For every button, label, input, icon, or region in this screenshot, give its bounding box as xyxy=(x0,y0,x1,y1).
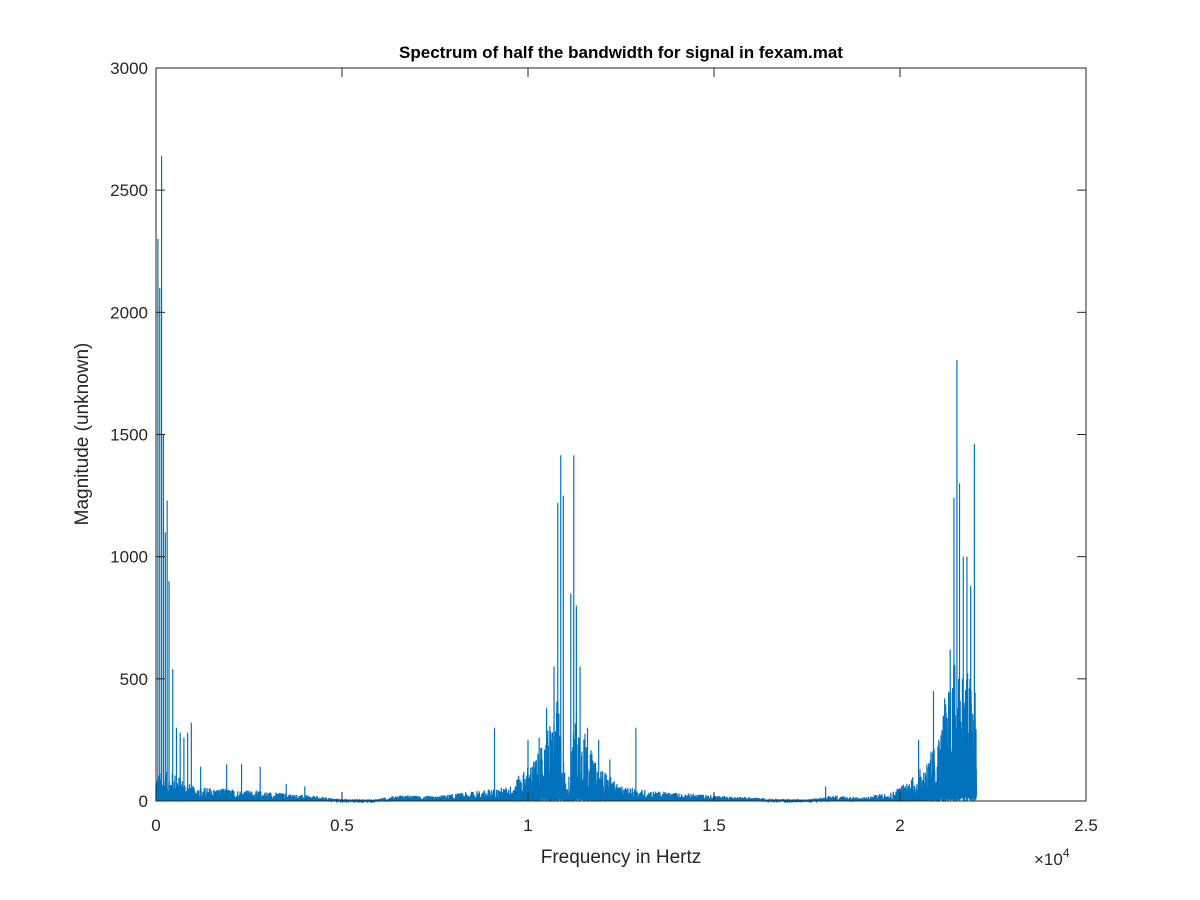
x-tick-label: 2 xyxy=(895,816,904,835)
x-tick-label: 1 xyxy=(523,816,532,835)
chart-title: Spectrum of half the bandwidth for signa… xyxy=(399,43,843,62)
x-tick-label: 2.5 xyxy=(1074,816,1098,835)
series-spectrum xyxy=(155,155,977,804)
x-exponent-label: ×104 xyxy=(1034,846,1070,869)
y-tick-label: 3000 xyxy=(110,59,148,78)
y-tick-label: 500 xyxy=(120,670,148,689)
plot-area: 0 0.5 1 1.5 2 2.5 0 500 1000 1500 2000 2500 3000 xyxy=(110,59,1098,835)
y-tick-label: 0 xyxy=(139,792,148,811)
spectrum-trace xyxy=(155,664,977,804)
y-axis-label: Magnitude (unknown) xyxy=(72,343,93,526)
x-tick-label: 0 xyxy=(151,816,160,835)
x-axis-label: Frequency in Hertz xyxy=(541,847,702,868)
x-exponent-power: 4 xyxy=(1063,846,1070,860)
y-tick-label: 2000 xyxy=(110,303,148,322)
x-tick-label: 0.5 xyxy=(330,816,354,835)
axis-ticks: 0 0.5 1 1.5 2 2.5 0 500 1000 1500 2000 2500 3000 xyxy=(110,59,1098,835)
y-tick-label: 1500 xyxy=(110,426,148,445)
x-tick-label: 1.5 xyxy=(702,816,726,835)
y-tick-label: 2500 xyxy=(110,181,148,200)
y-tick-label: 1000 xyxy=(110,548,148,567)
plot-background xyxy=(156,68,1086,801)
x-exponent-base: ×10 xyxy=(1034,850,1063,869)
